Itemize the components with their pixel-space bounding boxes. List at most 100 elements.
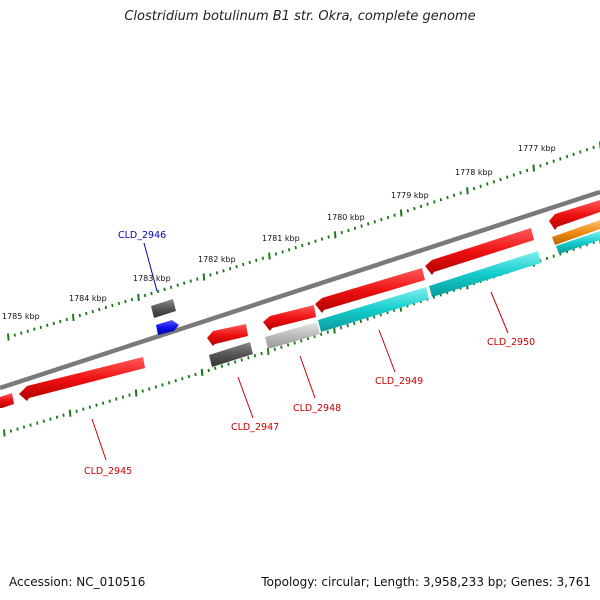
outer-tick [169, 285, 173, 289]
inner-tick [9, 429, 13, 433]
outer-tick [413, 206, 416, 211]
outer-tick [301, 243, 304, 248]
outer-tick [33, 327, 36, 331]
gene-cld-2948-lightgray [265, 322, 320, 349]
gene-cld-2949-upper [315, 268, 425, 313]
outer-tick [572, 152, 575, 156]
gene-label-cld-2946: CLD_2946 [118, 230, 166, 241]
inner-tick [273, 347, 276, 351]
gene-right-edge-cyan [556, 231, 600, 254]
outer-tick [532, 164, 535, 172]
inner-tick [320, 332, 323, 336]
outer-tick [183, 281, 186, 285]
outer-tick [307, 241, 311, 246]
gene-callouts [91, 242, 509, 461]
inner-tick [134, 389, 138, 397]
outer-tick [380, 217, 383, 222]
inner-tick [293, 341, 296, 345]
inner-tick [286, 343, 290, 347]
inner-tick [3, 429, 6, 437]
inner-tick [552, 254, 555, 258]
inner-tick [373, 315, 376, 319]
outer-tick [386, 215, 390, 220]
inner-tick [95, 403, 98, 407]
gene-cld-2945 [19, 357, 145, 401]
outer-tick [202, 273, 206, 281]
gene-label-cld-2948: CLD_2948 [293, 403, 341, 414]
outer-tick [104, 305, 108, 310]
outer-tick [340, 230, 343, 235]
inner-tick [16, 427, 19, 431]
inner-tick [359, 319, 363, 323]
outer-tick [314, 239, 317, 243]
gene-label-cld-2947: CLD_2947 [231, 422, 279, 433]
genome-backbone [0, 189, 600, 391]
inner-tick [200, 368, 204, 376]
outer-tick [512, 173, 515, 177]
inner-tick [161, 383, 164, 387]
outer-tick [189, 279, 192, 283]
inner-tick [68, 409, 72, 417]
outer-tick [373, 220, 376, 224]
outer-tick [274, 252, 278, 256]
outer-tick [242, 262, 245, 267]
ruler-label-1783: 1783 kbp [133, 274, 171, 283]
inner-tick [29, 423, 32, 427]
outer-tick [399, 209, 403, 217]
outer-tick [228, 267, 232, 271]
inner-tick [227, 362, 230, 366]
gene-label-cld-2950: CLD_2950 [487, 337, 535, 348]
gene-cld-2947-gray [209, 342, 253, 367]
outer-tick [525, 168, 529, 173]
inner-tick [174, 379, 177, 383]
outer-tick [85, 311, 88, 316]
outer-tick [472, 186, 476, 191]
outer-tick [255, 258, 258, 262]
outer-tick [150, 291, 153, 296]
inner-tick [101, 401, 105, 405]
outer-tick [347, 228, 350, 233]
outer-tick [367, 222, 370, 226]
outer-tick [26, 329, 29, 333]
outer-tick [579, 150, 582, 154]
inner-tick [306, 336, 310, 341]
outer-tick [446, 195, 449, 200]
outer-tick [117, 301, 121, 306]
outer-tick [333, 231, 337, 239]
outer-tick [176, 283, 179, 287]
outer-tick [539, 164, 542, 168]
outer-tick [592, 145, 595, 149]
outer-tick [406, 209, 409, 213]
inner-tick [181, 377, 184, 381]
outer-tick [585, 148, 589, 152]
ruler-label-1779: 1779 kbp [391, 191, 429, 200]
outer-tick [163, 287, 166, 291]
outer-tick [235, 264, 238, 269]
map-title: Clostridium botulinum B1 str. Okra, comp… [124, 9, 476, 24]
gene-features [0, 200, 600, 408]
outer-tick [519, 171, 522, 175]
outer-tick [196, 277, 199, 281]
outer-tick [466, 187, 469, 195]
outer-tick [59, 319, 62, 324]
ruler-label-1782: 1782 kbp [198, 255, 236, 264]
outer-tick [565, 154, 569, 159]
outer-tick [20, 331, 23, 335]
inner-tick [128, 393, 131, 397]
outer-tick [294, 245, 297, 250]
gene-label-cld-2949: CLD_2949 [375, 376, 423, 387]
outer-tick [111, 303, 114, 308]
inner-tick [300, 339, 303, 343]
inner-tick [353, 321, 356, 326]
inner-tick [49, 417, 52, 421]
outer-tick [506, 175, 509, 179]
outer-tick [91, 309, 94, 314]
outer-tick [452, 193, 456, 197]
inner-tick [36, 421, 39, 425]
outer-tick [499, 177, 502, 182]
outer-tick [7, 333, 10, 341]
outer-tick [393, 213, 396, 217]
outer-tick [209, 273, 212, 277]
outer-tick [52, 321, 55, 326]
